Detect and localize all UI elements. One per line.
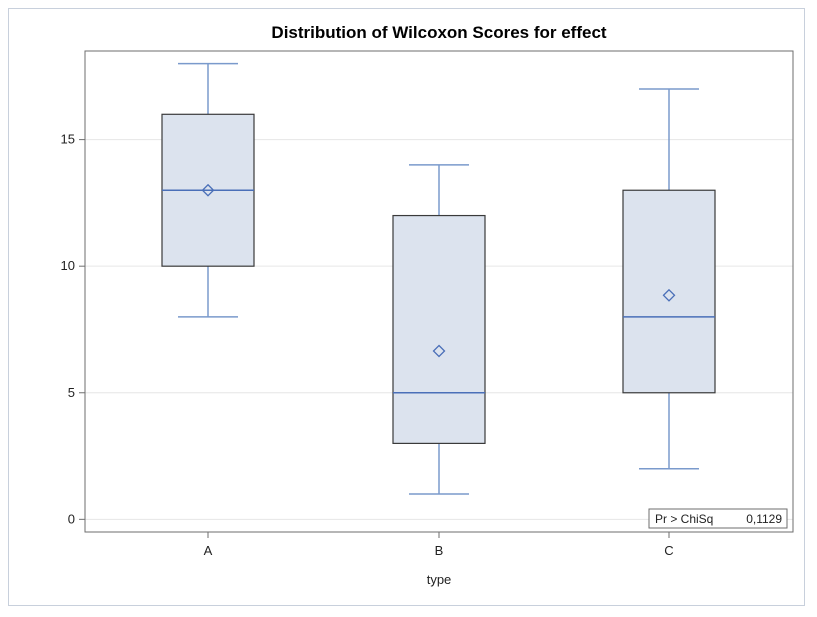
- boxes: [161, 62, 716, 495]
- y-tick-label: 10: [61, 258, 75, 273]
- x-tick-label: A: [204, 543, 213, 558]
- y-tick-label: 5: [68, 385, 75, 400]
- x-tick-label: B: [435, 543, 444, 558]
- y-tick-label: 15: [61, 132, 75, 147]
- y-tick-label: 0: [68, 511, 75, 526]
- box-C: [622, 88, 716, 470]
- box-iqr: [622, 189, 716, 394]
- stat-inset-value: 0,1129: [746, 512, 782, 526]
- x-tick-label: C: [664, 543, 673, 558]
- mean-marker: [432, 344, 446, 358]
- x-axis: A B C: [204, 532, 674, 558]
- stat-inset-label: Pr > ChiSq: [655, 512, 713, 526]
- box-B: [392, 164, 486, 495]
- stat-inset-border: [648, 508, 788, 529]
- mean-marker: [201, 183, 215, 197]
- mean-marker: [662, 288, 676, 302]
- x-axis-label: type: [427, 572, 452, 587]
- stat-inset: Pr > ChiSq 0,1129: [648, 508, 788, 529]
- box-A: [161, 62, 255, 318]
- y-axis: 0 5 10 15: [61, 132, 85, 526]
- chart-title: Distribution of Wilcoxon Scores for effe…: [271, 23, 606, 42]
- box-iqr: [392, 214, 486, 444]
